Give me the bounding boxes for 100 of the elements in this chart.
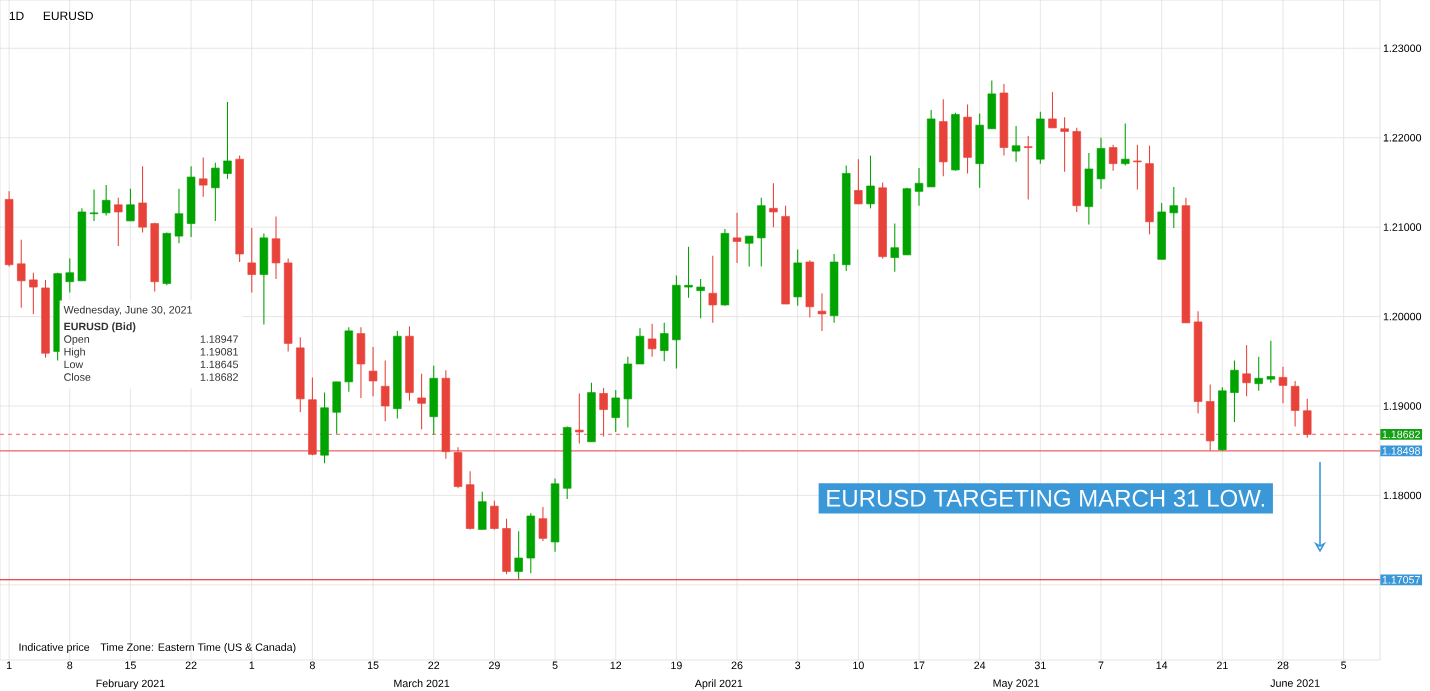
- x-tick-label: 1: [6, 661, 12, 669]
- candlestick: [1121, 122, 1130, 166]
- candlestick: [660, 322, 669, 362]
- candlestick: [211, 162, 220, 222]
- annotation: Wednesday, June 30, 2021: [63, 305, 192, 316]
- x-tick-label: 15: [367, 661, 379, 670]
- candlestick: [1023, 135, 1033, 200]
- candlestick: [1242, 344, 1251, 397]
- x-tick-label: 21: [1216, 661, 1228, 670]
- candlestick: [223, 101, 232, 180]
- candlestick: [890, 223, 899, 273]
- x-tick-label: 15: [125, 661, 136, 670]
- x-tick-label: 26: [731, 661, 743, 670]
- candlestick: [708, 255, 717, 324]
- x-tick-label: 31: [1034, 661, 1046, 670]
- candlestick: [368, 346, 378, 397]
- x-tick-label: 5: [1341, 661, 1347, 670]
- y-tick-label: 1.22000: [1383, 133, 1422, 142]
- y-tick-label: 1.20000: [1383, 312, 1422, 321]
- ref-line-label: 1.18682: [1382, 430, 1420, 439]
- ref-line-label: 1.17057: [1382, 575, 1420, 584]
- x-tick-label: 3: [795, 661, 801, 670]
- y-tick-label: 1.19000: [1383, 402, 1422, 410]
- annotation: EURUSD (Bid): [64, 322, 136, 333]
- text: February 2021: [96, 679, 165, 690]
- candlestick: [1230, 359, 1239, 423]
- ref-line-label: 1.18498: [1382, 447, 1420, 455]
- y-tick-label: 1.23000: [1383, 44, 1422, 53]
- x-tick-label: 10: [853, 661, 864, 670]
- candlestick: [17, 239, 26, 309]
- x-tick-label: 24: [974, 661, 986, 670]
- candlestick: [1108, 144, 1118, 172]
- candlestick: [1011, 125, 1021, 163]
- candlestick: [199, 156, 208, 198]
- x-tick-label: 28: [1277, 661, 1289, 670]
- text: April 2021: [694, 679, 743, 690]
- candlestick: [575, 392, 584, 445]
- annotation: Open: [64, 335, 90, 345]
- candlestick: [854, 158, 863, 205]
- y-tick-label: 1.21000: [1383, 223, 1422, 231]
- candlestick: [1048, 91, 1057, 129]
- candlestick: [126, 188, 135, 222]
- candlestick: [380, 359, 390, 422]
- candlestick: [647, 323, 657, 358]
- candlestick: [1303, 398, 1312, 439]
- candlestick: [817, 292, 827, 332]
- x-tick-label: 1: [249, 661, 255, 669]
- candlestick: [866, 155, 875, 209]
- x-tick-label: 29: [489, 661, 500, 670]
- candlestick: [732, 212, 742, 264]
- candlestick: [599, 387, 608, 437]
- annotation: High: [64, 347, 85, 358]
- candlestick: [514, 530, 523, 581]
- candlestick: [1133, 144, 1142, 191]
- candlestick: [247, 227, 256, 293]
- y-tick-label: 1.18000: [1383, 491, 1422, 500]
- x-tick-label: 19: [671, 661, 682, 670]
- x-tick-label: 7: [1098, 661, 1104, 669]
- candlestick: [29, 272, 38, 315]
- candlestick: [114, 197, 123, 247]
- candlestick: [417, 373, 426, 430]
- candlestick: [65, 257, 74, 293]
- candlestick: [1169, 186, 1179, 229]
- candlestick: [696, 278, 705, 319]
- x-tick-label: 8: [309, 661, 315, 670]
- annotation: Indicative price: [19, 643, 90, 654]
- x-tick-label: 8: [67, 661, 73, 670]
- candlestick: [101, 184, 111, 217]
- text: May 2021: [993, 679, 1039, 690]
- annotation: 1.18682: [200, 373, 238, 381]
- annotation: Close: [64, 373, 91, 381]
- candlestick: [538, 506, 548, 542]
- annotation: 1.18947: [200, 335, 238, 343]
- candlestick: [914, 167, 924, 207]
- candlestick: [684, 246, 693, 299]
- candlestick: [1266, 340, 1276, 384]
- annotation: Low: [64, 360, 84, 369]
- x-tick-label: 12: [610, 661, 622, 670]
- text: June 2021: [1270, 679, 1320, 687]
- candlestick: [611, 389, 620, 433]
- annotation: 1.19081: [200, 347, 238, 356]
- annotation: EURUSD TARGETING MARCH 31 LOW.: [827, 489, 1265, 507]
- x-tick-label: 22: [428, 661, 440, 670]
- candlestick: [1278, 366, 1288, 404]
- text: March 2021: [394, 679, 450, 688]
- candlestick: [744, 235, 754, 268]
- candlestick: [89, 189, 99, 222]
- candlestick: [769, 182, 778, 228]
- x-tick-label: 22: [185, 661, 197, 670]
- annotation: 1D: [9, 11, 24, 20]
- candlestick: [490, 500, 499, 530]
- candlestick: [1254, 356, 1263, 392]
- text: EURUSD: [43, 11, 93, 21]
- x-tick-label: 14: [1156, 661, 1168, 669]
- x-tick-label: 5: [552, 661, 558, 670]
- candlestick: [174, 188, 184, 244]
- candlestick: [1060, 116, 1069, 173]
- x-tick-label: 17: [913, 661, 925, 669]
- annotation: Time Zone: Eastern Time (US & Canada): [100, 643, 296, 654]
- annotation: 1.18645: [200, 360, 239, 369]
